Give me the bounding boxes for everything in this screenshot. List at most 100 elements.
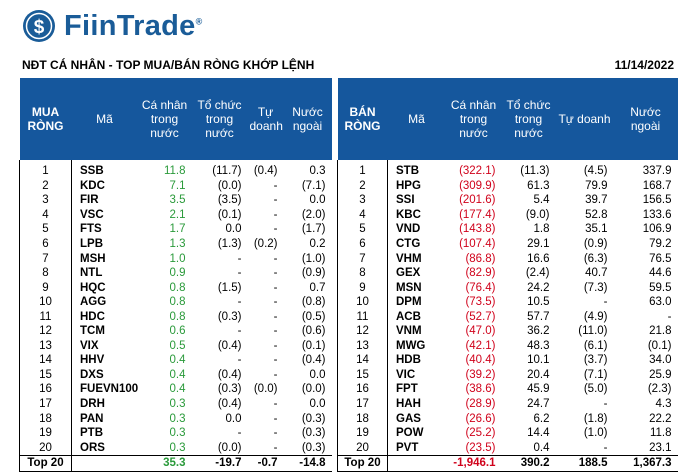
value-cell: - xyxy=(237,427,242,440)
total-value xyxy=(71,454,138,472)
value-cell: - xyxy=(237,296,242,309)
value-cell: 52.8 xyxy=(585,208,608,221)
ticker-cell: KBC xyxy=(396,208,421,221)
rank-cell: 2 xyxy=(337,178,388,194)
buy-table-row: 10 AGG 0.8 - - (0.8) xyxy=(19,294,332,310)
buy-header-5: Nước ngoài xyxy=(283,78,332,160)
value-cell: 23.1 xyxy=(649,441,672,454)
ticker-cell: SSB xyxy=(80,165,104,178)
value-cell: 0.0 xyxy=(225,412,242,425)
sell-table-row: 3 SSI (201.6) 5.4 39.7 156.5 xyxy=(337,193,678,208)
value-cell: 0.8 xyxy=(169,281,186,294)
value-cell: 1.3 xyxy=(169,238,186,250)
buy-table-row: 8 NTL 0.9 - - (0.9) xyxy=(19,265,332,281)
value-cell: (1.0) xyxy=(583,427,608,440)
value-cell: - xyxy=(237,252,242,265)
sell-table-row: 19 POW (25.2) 14.4 (1.0) 11.8 xyxy=(337,425,678,441)
value-cell: (0.2) xyxy=(253,238,278,250)
value-cell: - xyxy=(273,208,278,221)
buy-header-2: Cá nhân trong nước xyxy=(137,78,192,160)
value-cell: - xyxy=(237,325,242,338)
buy-table-row: 19 PTB 0.3 - - (0.3) xyxy=(19,425,332,441)
value-cell: - xyxy=(273,427,278,440)
ticker-cell: POW xyxy=(396,427,424,440)
value-cell: (0.9) xyxy=(301,267,326,280)
value-cell: (28.9) xyxy=(465,398,496,411)
rank-cell: 7 xyxy=(337,251,388,266)
sell-table-row: 5 VND (143.8) 1.8 35.1 106.9 xyxy=(337,222,678,237)
total-label: Top 20 xyxy=(337,454,388,472)
rank-cell: 5 xyxy=(337,222,388,237)
value-cell: - xyxy=(603,441,608,454)
total-value: 1,367.3 xyxy=(613,454,678,472)
value-cell: 0.2 xyxy=(309,238,326,250)
value-cell: (40.4) xyxy=(465,354,496,367)
value-cell: - xyxy=(273,354,278,367)
net-sell-table: BÁN RÒNG Mã Cá nhân trong nước Tổ chức tron… xyxy=(337,78,678,472)
sell-table-row: 12 VNM (47.0) 36.2 (11.0) 21.8 xyxy=(337,324,678,339)
value-cell: - xyxy=(273,398,278,411)
value-cell: - xyxy=(273,310,278,323)
value-cell: 0.6 xyxy=(169,325,186,338)
value-cell: - xyxy=(273,281,278,294)
buy-header-3: Tổ chức trong nước xyxy=(191,78,248,160)
rank-cell: 9 xyxy=(19,280,72,295)
value-cell: - xyxy=(273,368,278,381)
value-cell: 0.3 xyxy=(169,441,186,454)
report-date: 11/14/2022 xyxy=(614,58,674,72)
value-cell: 10.1 xyxy=(527,354,550,367)
ticker-cell: CTG xyxy=(396,238,421,250)
sell-table-row: 18 GAS (26.6) 6.2 (1.8) 22.2 xyxy=(337,411,678,426)
value-cell: - xyxy=(273,325,278,338)
value-cell: 0.8 xyxy=(169,310,186,323)
rank-cell: 18 xyxy=(337,411,388,426)
value-cell: (177.4) xyxy=(459,208,496,221)
value-cell: 0.4 xyxy=(169,368,186,381)
value-cell: 0.0 xyxy=(309,398,326,411)
total-value: -1,946.1 xyxy=(445,454,502,472)
buy-table-row: 7 MSH 1.0 - - (1.0) xyxy=(19,251,332,266)
sell-table-row: 4 KBC (177.4) (9.0) 52.8 133.6 xyxy=(337,207,678,223)
ticker-cell: DXS xyxy=(80,368,104,381)
value-cell: (38.6) xyxy=(465,383,496,396)
value-cell: (0.4) xyxy=(253,165,278,178)
ticker-cell: HAH xyxy=(396,398,421,411)
value-cell: 16.6 xyxy=(527,252,550,265)
rank-cell: 14 xyxy=(19,353,72,368)
value-cell: (0.1) xyxy=(217,208,242,221)
rank-cell: 11 xyxy=(337,309,388,325)
ticker-cell: HHV xyxy=(80,354,105,367)
value-cell: (1.8) xyxy=(583,412,608,425)
buy-table-row: 2 KDC 7.1 (0.0) - (7.1) xyxy=(19,178,332,194)
value-cell: 14.4 xyxy=(527,427,550,440)
value-cell: (9.0) xyxy=(525,208,550,221)
total-label: Top 20 xyxy=(19,454,72,472)
value-cell: 22.2 xyxy=(649,412,672,425)
value-cell: (0.3) xyxy=(301,412,326,425)
sell-table-row: 13 MWG (42.1) 48.3 (6.1) (0.1) xyxy=(337,338,678,354)
value-cell: 44.6 xyxy=(649,267,672,280)
rank-cell: 13 xyxy=(337,338,388,354)
value-cell: 0.0 xyxy=(309,368,326,381)
ticker-cell: VHM xyxy=(396,252,422,265)
rank-cell: 10 xyxy=(19,294,72,310)
value-cell: 79.9 xyxy=(585,179,608,192)
page-subtitle: NĐT CÁ NHÂN - TOP MUA/BÁN RÒNG KHỚP LỆNH xyxy=(22,58,315,72)
value-cell: 3.5 xyxy=(169,194,186,207)
value-cell: 0.8 xyxy=(169,296,186,309)
value-cell: 0.3 xyxy=(309,165,326,178)
ticker-cell: FIR xyxy=(80,194,99,207)
value-cell: 0.0 xyxy=(309,194,326,207)
total-value: -19.7 xyxy=(191,454,248,472)
value-cell: 337.9 xyxy=(642,165,672,178)
total-value xyxy=(387,454,446,472)
rank-cell: 9 xyxy=(337,280,388,295)
rank-cell: 1 xyxy=(337,160,388,179)
value-cell: 39.7 xyxy=(585,194,608,207)
value-cell: 0.4 xyxy=(169,354,186,367)
value-cell: (4.9) xyxy=(583,310,608,323)
ticker-cell: DRH xyxy=(80,398,105,411)
buy-table-row: 9 HQC 0.8 (1.5) - 0.7 xyxy=(19,280,332,295)
value-cell: (143.8) xyxy=(459,223,496,236)
value-cell: (86.8) xyxy=(465,252,496,265)
